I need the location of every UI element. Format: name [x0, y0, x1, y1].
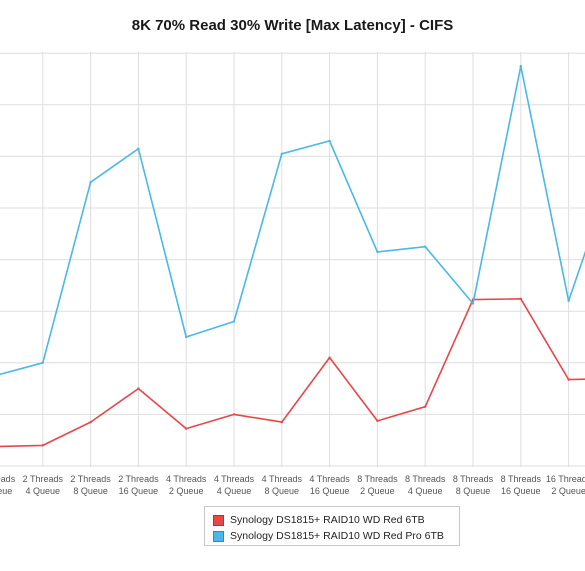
data-point-series-2 — [519, 64, 522, 68]
x-tick-label: 4 Threads 2 Queue — [166, 474, 207, 496]
x-tick-label: 8 Threads 8 Queue — [453, 474, 494, 496]
data-point-series-1 — [424, 405, 427, 408]
x-tick-label: 4 Threads 16 Queue — [309, 474, 350, 496]
data-point-series-2 — [232, 320, 236, 323]
legend: Synology DS1815+ RAID10 WD Red 6TB Synol… — [204, 506, 460, 546]
data-point-series-1 — [137, 387, 140, 390]
data-point-series-2 — [185, 335, 188, 339]
data-point-series-1 — [567, 378, 570, 381]
data-point-series-1 — [519, 297, 522, 301]
series-lines — [0, 64, 585, 448]
x-tick-label: 8 Threads 16 Queue — [501, 474, 542, 496]
data-point-series-2 — [471, 302, 475, 305]
data-point-series-2 — [280, 152, 283, 156]
series-line-1 — [0, 297, 585, 448]
data-point-series-2 — [41, 361, 44, 364]
x-tick-label: 2 Threads 8 Queue — [70, 474, 111, 496]
series-line-2 — [0, 65, 585, 376]
x-tick-label: 2 Threads 16 Queue — [118, 474, 159, 496]
legend-item-series-1: Synology DS1815+ RAID10 WD Red 6TB — [213, 513, 425, 527]
data-point-series-1 — [376, 419, 379, 423]
data-point-series-1 — [328, 356, 331, 359]
data-point-series-2 — [424, 245, 427, 248]
x-tick-label: 8 Threads 2 Queue — [357, 474, 398, 496]
legend-swatch-blue — [213, 530, 224, 542]
data-point-series-2 — [328, 139, 331, 143]
legend-label-series-2: Synology DS1815+ RAID10 WD Red Pro 6TB — [230, 530, 444, 542]
legend-label-series-1: Synology DS1815+ RAID10 WD Red 6TB — [230, 514, 425, 526]
data-point-series-1 — [41, 444, 44, 447]
legend-item-series-2: Synology DS1815+ RAID10 WD Red Pro 6TB — [213, 529, 444, 543]
data-point-series-2 — [89, 181, 92, 184]
x-tick-label: 4 Threads 8 Queue — [262, 474, 303, 496]
x-tick-label: 8 Threads 4 Queue — [405, 474, 446, 496]
grid-lines — [0, 52, 585, 467]
data-point-series-2 — [376, 250, 379, 254]
chart-title: 8K 70% Read 30% Write [Max Latency] - CI… — [131, 17, 454, 34]
data-point-series-1 — [280, 420, 283, 424]
data-point-series-2 — [567, 299, 570, 303]
data-point-series-1 — [89, 420, 92, 424]
legend-swatch-red — [213, 514, 224, 526]
data-point-series-1 — [232, 413, 236, 416]
data-point-series-2 — [137, 147, 140, 150]
data-point-series-1 — [185, 427, 188, 430]
x-tick-label: 4 Threads 4 Queue — [214, 474, 255, 496]
